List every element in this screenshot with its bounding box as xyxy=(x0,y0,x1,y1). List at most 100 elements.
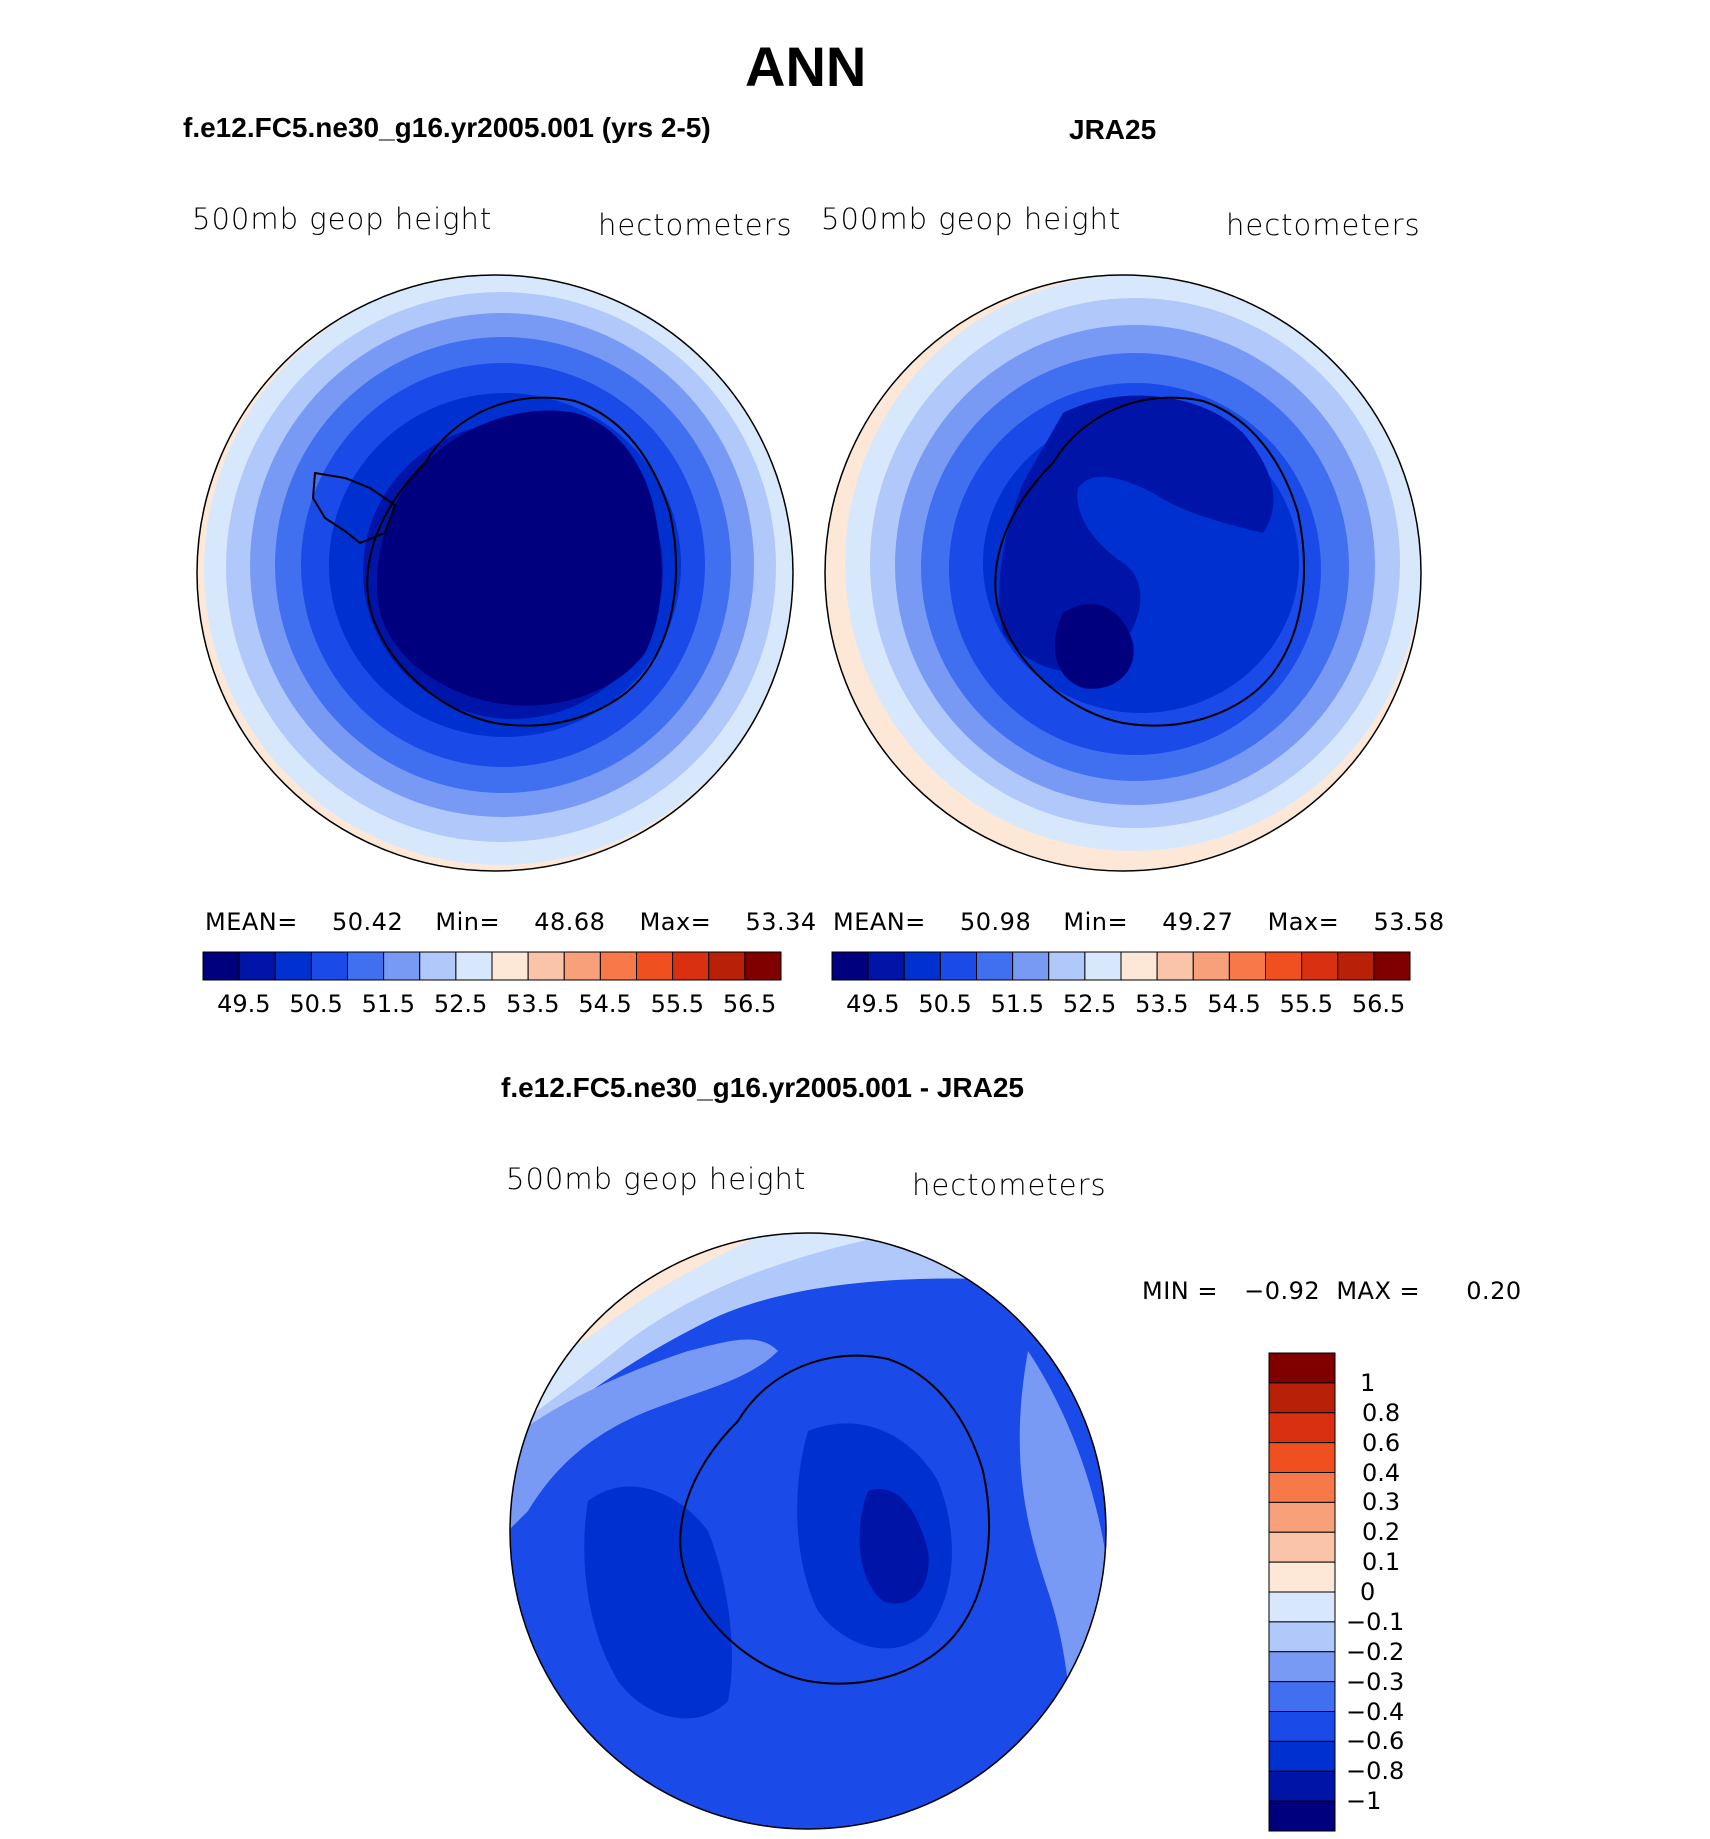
diff-colorbar-swatch xyxy=(1268,1412,1336,1444)
colorbar-tick-label: 53.5 xyxy=(1135,990,1189,1018)
colorbar-swatch xyxy=(527,951,565,981)
colorbar-swatch xyxy=(347,951,385,981)
colorbar-swatch xyxy=(1084,951,1122,981)
figure-title: ANN xyxy=(745,35,867,98)
model-polar-map xyxy=(196,274,794,872)
colorbar-swatch xyxy=(831,951,869,981)
obs-units-label: hectometers xyxy=(1226,208,1421,242)
colorbar-tick-label: 49.5 xyxy=(217,990,271,1018)
colorbar-swatch xyxy=(1192,951,1230,981)
colorbar-swatch xyxy=(1228,951,1267,981)
model-stats: MEAN= 50.42 Min= 48.68 Max= 53.34 xyxy=(205,908,817,936)
model-max-label: Max= xyxy=(639,908,712,936)
colorbar-tick-label: 50.5 xyxy=(289,990,343,1018)
diff-colorbar-swatch xyxy=(1268,1740,1336,1772)
diff-colorbar-swatch xyxy=(1268,1621,1336,1653)
obs-colorbar xyxy=(831,951,1411,981)
colorbar-swatch xyxy=(939,951,978,981)
colorbar-swatch xyxy=(274,951,312,981)
diff-colorbar-tick-label: 0.1 xyxy=(1362,1548,1401,1577)
diff-colorbar-tick-label: 0.8 xyxy=(1362,1398,1401,1427)
diff-colorbar-swatch xyxy=(1268,1442,1336,1474)
obs-min-value: 49.27 xyxy=(1162,908,1234,936)
obs-mean-label: MEAN= xyxy=(833,908,926,936)
diff-units-label: hectometers xyxy=(912,1168,1107,1202)
diff-min-label: MIN = xyxy=(1142,1277,1218,1305)
diff-colorbar-tick-label: −1 xyxy=(1346,1787,1382,1816)
diff-colorbar xyxy=(1268,1352,1336,1832)
model-min-label: Min= xyxy=(435,908,501,936)
diff-colorbar-tick-label: 0.6 xyxy=(1362,1428,1401,1457)
obs-min-label: Min= xyxy=(1063,908,1129,936)
diff-colorbar-tick-label: 1 xyxy=(1360,1368,1376,1397)
diff-colorbar-tick-label: −0.6 xyxy=(1346,1727,1405,1756)
colorbar-swatch xyxy=(563,951,601,981)
colorbar-tick-label: 55.5 xyxy=(650,990,705,1018)
diff-colorbar-swatch xyxy=(1268,1531,1336,1563)
diff-colorbar-tick-label: −0.3 xyxy=(1346,1667,1405,1696)
colorbar-tick-label: 56.5 xyxy=(722,990,777,1018)
diff-colorbar-tick-label: 0 xyxy=(1360,1578,1376,1606)
diff-colorbar-swatch xyxy=(1268,1352,1336,1384)
diff-colorbar-swatch xyxy=(1268,1561,1336,1593)
colorbar-swatch xyxy=(1048,951,1086,981)
model-colorbar-ticks: 49.5 50.5 51.5 52.5 53.5 54.5 55.5 56.5 xyxy=(203,990,781,1020)
diff-colorbar-tick-label: −0.4 xyxy=(1346,1697,1405,1726)
colorbar-swatch xyxy=(903,951,941,981)
colorbar-swatch xyxy=(419,951,457,981)
model-colorbar xyxy=(202,951,782,981)
obs-max-value: 53.58 xyxy=(1373,908,1445,936)
colorbar-tick-label: 55.5 xyxy=(1279,990,1334,1018)
colorbar-swatch xyxy=(636,951,674,981)
colorbar-swatch xyxy=(491,951,529,981)
diff-colorbar-tick-label: 0.2 xyxy=(1362,1518,1401,1547)
diff-colorbar-swatch xyxy=(1268,1800,1336,1832)
colorbar-tick-label: 54.5 xyxy=(578,990,632,1018)
diff-min-value: −0.92 xyxy=(1244,1277,1321,1305)
diff-max-value: 0.20 xyxy=(1466,1277,1522,1305)
colorbar-swatch xyxy=(672,951,710,981)
obs-variable-label: 500mb geop height xyxy=(821,202,1122,236)
diff-colorbar-swatch xyxy=(1268,1651,1336,1683)
model-min-value: 48.68 xyxy=(534,908,606,936)
colorbar-tick-label: 51.5 xyxy=(990,990,1045,1018)
colorbar-swatch xyxy=(455,951,493,981)
colorbar-swatch xyxy=(599,951,638,981)
diff-colorbar-swatch xyxy=(1268,1770,1336,1802)
obs-colorbar-ticks: 49.5 50.5 51.5 52.5 53.5 54.5 55.5 56.5 xyxy=(832,990,1410,1020)
colorbar-swatch xyxy=(1373,951,1411,981)
model-max-value: 53.34 xyxy=(745,908,817,936)
diff-colorbar-swatch xyxy=(1268,1472,1336,1503)
colorbar-swatch xyxy=(1012,951,1050,981)
model-units-label: hectometers xyxy=(598,208,793,242)
colorbar-tick-label: 54.5 xyxy=(1207,990,1261,1018)
diff-colorbar-swatch xyxy=(1268,1591,1336,1623)
colorbar-swatch xyxy=(1120,951,1158,981)
diff-stats: MIN = −0.92 MAX = 0.20 xyxy=(1142,1277,1522,1305)
colorbar-tick-label: 49.5 xyxy=(846,990,900,1018)
colorbar-tick-label: 51.5 xyxy=(361,990,416,1018)
obs-polar-map xyxy=(824,274,1422,872)
model-mean-label: MEAN= xyxy=(205,908,298,936)
colorbar-swatch xyxy=(708,951,746,981)
diff-colorbar-ticks: 1 0.8 0.6 0.4 0.3 0.2 0.1 0 −0.1 −0.2 −0.3 −0.4 −0.6… xyxy=(1346,1352,1446,1832)
diff-colorbar-tick-label: 0.4 xyxy=(1362,1458,1401,1487)
diff-colorbar-tick-label: −0.8 xyxy=(1346,1757,1405,1786)
diff-colorbar-tick-label: 0.3 xyxy=(1362,1488,1401,1517)
diff-max-label: MAX = xyxy=(1336,1277,1421,1305)
colorbar-swatch xyxy=(1156,951,1194,981)
colorbar-swatch xyxy=(1301,951,1339,981)
diff-polar-map xyxy=(509,1232,1107,1830)
diff-colorbar-swatch xyxy=(1268,1382,1336,1414)
obs-stats: MEAN= 50.98 Min= 49.27 Max= 53.58 xyxy=(833,908,1445,936)
diff-colorbar-tick-label: −0.1 xyxy=(1346,1607,1405,1636)
colorbar-tick-label: 53.5 xyxy=(506,990,560,1018)
colorbar-tick-label: 56.5 xyxy=(1351,990,1406,1018)
colorbar-swatch xyxy=(202,951,240,981)
diff-colorbar-swatch xyxy=(1268,1501,1336,1533)
obs-panel-heading: JRA25 xyxy=(1069,114,1157,145)
diff-variable-label: 500mb geop height xyxy=(506,1162,807,1196)
diff-heading: f.e12.FC5.ne30_g16.yr2005.001 - JRA25 xyxy=(501,1072,1024,1103)
obs-mean-value: 50.98 xyxy=(960,908,1032,936)
colorbar-swatch xyxy=(383,951,421,981)
